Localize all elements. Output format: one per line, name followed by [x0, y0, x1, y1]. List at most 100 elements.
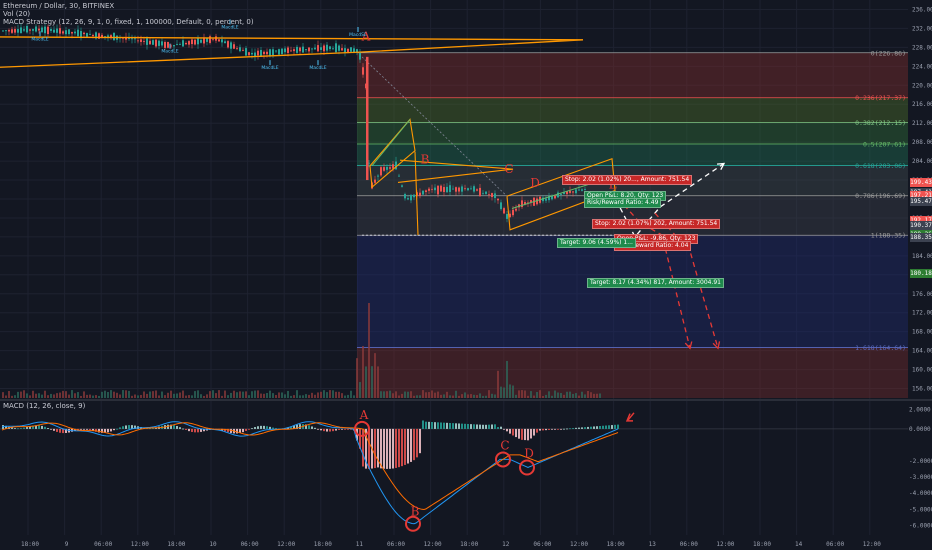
volume-bar	[443, 394, 445, 398]
candle-body	[212, 38, 214, 40]
volume-bar	[386, 391, 388, 398]
volume-bar	[503, 387, 505, 398]
candle-body	[8, 29, 10, 32]
price-axis-label: 172.00	[912, 310, 932, 317]
macd-histogram-bar	[341, 428, 343, 430]
candle-body	[251, 52, 253, 55]
candle-body	[47, 26, 49, 35]
order-stop-2[interactable]: Stop: 2.02 (1.07%) 202, Amount: 751.54	[592, 219, 721, 229]
volume-bar	[158, 395, 160, 398]
order-rr-1[interactable]: Risk/Reward Ratio: 4.49	[584, 198, 662, 208]
volume-bar	[440, 394, 442, 398]
macd-circle-a	[354, 420, 370, 437]
macd-histogram-bar	[410, 428, 412, 462]
candle-body	[59, 28, 61, 34]
volume-bar	[122, 390, 124, 398]
candle-body	[149, 40, 151, 45]
candle-body	[155, 39, 157, 47]
candle-body	[389, 167, 391, 169]
macd-histogram-bar	[92, 428, 94, 432]
macd-histogram-bar	[326, 428, 328, 432]
macd-histogram-bar	[527, 428, 529, 441]
fib-label: 0.786(196.69)	[855, 192, 906, 200]
macd-histogram-bar	[530, 428, 532, 439]
candle-body	[272, 49, 274, 56]
volume-bar	[344, 395, 346, 398]
order-stop-1[interactable]: Stop: 2.02 (1.02%) 20..., Amount: 751.54	[562, 175, 693, 185]
volume-bar	[338, 391, 340, 398]
candle-body	[515, 208, 517, 211]
volume-bar	[134, 394, 136, 398]
macd-histogram-bar	[467, 423, 469, 429]
volume-bar	[581, 391, 583, 398]
candle-body	[200, 39, 202, 43]
candle-body	[35, 26, 37, 32]
candle-body	[113, 32, 115, 41]
volume-bar	[164, 395, 166, 398]
candle-body	[527, 202, 529, 204]
macd-legend: MACD (12, 26, close, 9)	[3, 402, 86, 410]
macd-histogram-bar	[266, 426, 268, 429]
macd-histogram-bar	[569, 428, 571, 430]
candle-body	[17, 29, 19, 33]
volume-bar	[86, 394, 88, 398]
macd-circle-d	[519, 459, 535, 476]
macd-histogram-bar	[50, 428, 52, 430]
volume-bar	[380, 391, 382, 398]
time-axis-label: 06:00	[533, 541, 551, 548]
volume-bar	[221, 395, 223, 398]
candle-body	[41, 27, 43, 33]
macd-histogram-bar	[173, 425, 175, 429]
macd-histogram-bar	[398, 428, 400, 468]
macd-histogram-bar	[311, 426, 313, 429]
candle-body	[356, 49, 358, 53]
macd-histogram-bar	[458, 423, 460, 429]
candle-body	[176, 44, 178, 45]
macd-histogram-bar	[20, 428, 22, 429]
macd-histogram-bar	[455, 423, 457, 429]
order-target-1[interactable]: Target: 9.06 (4.59%) 1...	[557, 238, 636, 248]
candle-body	[254, 52, 256, 57]
macd-histogram-bar	[89, 428, 91, 431]
volume-bar	[509, 384, 511, 398]
strategy-marker: MacdLE	[221, 24, 238, 30]
macd-histogram-bar	[452, 423, 454, 429]
candle-body	[374, 179, 376, 183]
volume-bar	[104, 390, 106, 398]
candle-body	[242, 49, 244, 51]
volume-bar	[512, 385, 514, 398]
macd-histogram-bar	[239, 428, 241, 434]
candle-body	[326, 44, 328, 51]
candle-body	[551, 196, 553, 200]
candle-body	[488, 194, 490, 196]
strategy-marker: MacdSE	[349, 32, 367, 38]
volume-bar	[467, 394, 469, 398]
candle-body	[137, 40, 139, 42]
macd-histogram-bar	[608, 425, 610, 429]
candle-body	[407, 198, 409, 200]
macd-pane: A B C D	[0, 408, 908, 532]
candle-body	[437, 185, 439, 195]
macd-histogram-bar	[383, 428, 385, 469]
volume-bar	[230, 392, 232, 398]
volume-bar	[2, 392, 4, 398]
macd-arrow-head	[625, 413, 633, 422]
macd-histogram-bar	[323, 428, 325, 432]
candle-body	[338, 45, 340, 51]
candle-body	[560, 193, 562, 195]
volume-bar	[242, 391, 244, 398]
order-target-2[interactable]: Target: 8.17 (4.34%) 817, Amount: 3004.9…	[587, 278, 724, 288]
macd-histogram-bar	[122, 426, 124, 429]
macd-histogram-bar	[170, 424, 172, 429]
time-axis-label: 06:00	[680, 541, 698, 548]
time-axis-label: 18:00	[607, 541, 625, 548]
macd-histogram-bar	[392, 428, 394, 469]
macd-histogram-bar	[299, 424, 301, 429]
volume-bar	[44, 390, 46, 398]
candle-body	[386, 166, 388, 170]
volume-bar	[488, 390, 490, 398]
strategy-marker: MacdLE	[261, 65, 278, 71]
candle-body	[332, 48, 334, 50]
macd-axis-label: -2.0000	[909, 458, 932, 465]
